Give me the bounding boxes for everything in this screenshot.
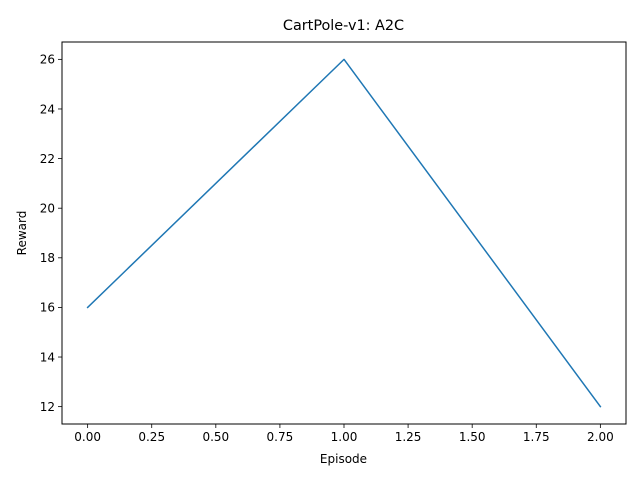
plot-frame [61,41,627,425]
y-axis-ticks: 12 14 16 18 20 22 24 26 [40,53,62,414]
y-tick-label: 20 [40,201,55,215]
y-tick-label: 16 [40,301,55,315]
y-tick-label: 12 [40,400,55,414]
x-tick-label: 1.00 [331,430,358,444]
y-tick-label: 18 [40,251,55,265]
y-tick-label: 24 [40,102,55,116]
x-tick-label: 2.00 [587,430,614,444]
x-axis-label: Episode [320,452,367,466]
x-tick-label: 0.00 [74,430,101,444]
plot-area [86,58,602,408]
x-tick-label: 0.50 [202,430,229,444]
x-tick-label: 1.75 [523,430,550,444]
y-tick-label: 26 [40,53,55,67]
y-tick-label: 14 [40,350,55,364]
chart-title: CartPole-v1: A2C [283,18,404,34]
y-axis-label: Reward [15,211,29,256]
y-tick-label: 22 [40,152,55,166]
x-axis-ticks: 0.00 0.25 0.50 0.75 1.00 1.25 1.50 1.75 2.00 [74,424,614,444]
x-tick-label: 1.50 [459,430,486,444]
x-tick-label: 0.25 [138,430,165,444]
x-tick-label: 1.25 [395,430,422,444]
x-tick-label: 0.75 [267,430,294,444]
series-line-0 [86,58,602,408]
